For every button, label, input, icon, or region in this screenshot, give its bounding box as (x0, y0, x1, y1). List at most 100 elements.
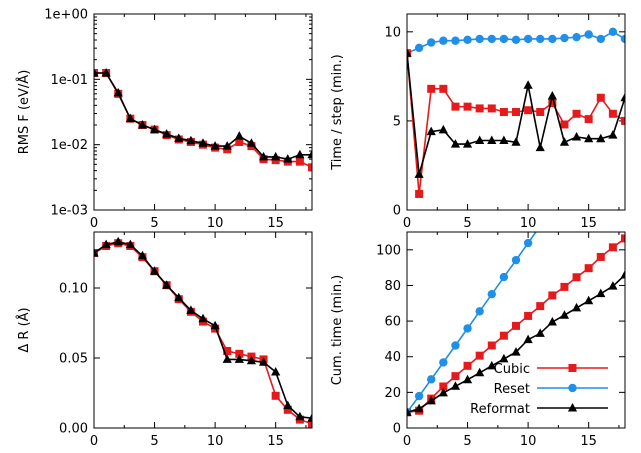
time-reset-point (523, 34, 533, 44)
time-cubic-point (621, 116, 625, 125)
dr-reformat-point (222, 354, 232, 363)
time-reformat-point (426, 126, 436, 136)
rms-reformat-point (295, 149, 305, 159)
rms-reformat-point (246, 138, 257, 147)
cum-cubic-point (572, 273, 581, 282)
cum-frame (406, 231, 626, 429)
cum-cubic-point (439, 382, 448, 391)
rms-reformat-point (271, 151, 281, 161)
dr-cubic-point (235, 349, 244, 358)
dr-reformat-point (101, 239, 111, 249)
rms-ytick-label: 1e-03 (50, 204, 88, 219)
cum-reformat-point (475, 367, 485, 377)
cum-reformat-point (559, 310, 570, 319)
cum-cubic-point (512, 321, 520, 330)
rms-reformat-point (283, 154, 293, 163)
time-cubic-point (499, 108, 508, 116)
dr-reformat-point (198, 313, 208, 323)
time-xtick-label: 0 (403, 216, 411, 231)
cum-reformat-point (547, 316, 557, 326)
dr-reformat-point (234, 354, 244, 363)
cum-ytick-label: 100 (376, 243, 401, 258)
time-reformat-point (571, 131, 582, 141)
rms-reformat-point (234, 131, 244, 140)
rms-cubic-point (308, 163, 312, 172)
time-reformat-point (596, 133, 606, 143)
time-reset-point (584, 30, 593, 39)
dr-reformat-point (283, 400, 293, 410)
cum-reformat-point (407, 407, 412, 416)
cum-cubic-point (548, 291, 557, 300)
legend-marker-reformat (567, 403, 578, 412)
cum-ytick-label: 80 (384, 279, 401, 294)
time-panel: 0 5 10 0 5 10 15 Time / step (min.) (330, 13, 626, 231)
dr-reformat-point (125, 239, 135, 249)
time-reformat-point (559, 137, 570, 146)
dr-reformat-point (210, 320, 220, 330)
time-reformat-point (462, 139, 473, 148)
rms-reformat-point (258, 151, 269, 161)
cum-plot-area (407, 232, 625, 417)
cum-reformat-point (450, 381, 461, 390)
cum-cubic-point (475, 351, 484, 360)
cum-panel: 0 20 40 60 80 100 0 5 10 15 Cum. time (min.) (330, 231, 626, 449)
cum-xtick-label: 15 (580, 434, 597, 449)
rms-ytick-label: 1e+00 (44, 8, 88, 23)
dr-frame (93, 231, 313, 429)
cum-cubic-point (596, 252, 605, 261)
time-cubic-point (608, 109, 617, 118)
cum-reset-point (487, 289, 496, 299)
time-cubic-line (407, 53, 625, 195)
time-cubic-point (463, 102, 472, 111)
rms-plot-area (94, 68, 312, 172)
dr-cubic-point (308, 419, 312, 428)
rms-reformat-point (137, 119, 148, 129)
cum-cubic-point (463, 361, 472, 370)
rms-ytick-label: 1e-01 (50, 73, 88, 88)
time-cubic-point (451, 102, 460, 111)
rms-reformat-point (94, 68, 99, 77)
cum-reformat-point (571, 302, 582, 312)
time-cubic-point (475, 104, 484, 113)
rms-reformat-point (125, 113, 135, 123)
time-reset-point (620, 34, 625, 44)
dr-reformat-point (137, 250, 148, 260)
cum-reformat-point (487, 360, 497, 370)
dr-ytick-label: 0.10 (59, 282, 88, 297)
cum-reformat-point (511, 347, 521, 356)
time-reformat-point (620, 92, 625, 102)
cum-cubic-point (499, 331, 508, 340)
rms-panel: 1e-03 1e-02 1e-01 1e+00 0 5 10 15 RMS F (eV/Å) (16, 8, 313, 231)
time-ytick-label: 10 (384, 25, 401, 40)
cum-reset-point (523, 238, 533, 248)
time-reset-point (439, 36, 448, 45)
rms-xtick-label: 15 (267, 216, 284, 231)
time-reformat-point (438, 124, 448, 134)
dr-reformat-point (149, 266, 160, 275)
cum-reset-point (451, 341, 460, 350)
dr-reformat-point (186, 305, 196, 314)
cum-reformat-point (596, 288, 606, 298)
time-cubic-point (584, 115, 593, 124)
time-cubic-point (572, 109, 581, 118)
time-reformat-point (407, 48, 412, 57)
cum-reformat-point (414, 403, 424, 413)
cum-reset-point (499, 272, 509, 282)
time-cubic-point (524, 106, 533, 115)
cum-reformat-point (523, 334, 533, 344)
time-reset-point (487, 34, 496, 44)
cum-reset-point (414, 391, 424, 401)
cum-xtick-label: 5 (463, 434, 471, 449)
time-reformat-point (499, 135, 509, 145)
legend-label-cubic: Cubic (494, 362, 530, 377)
dr-reformat-point (295, 411, 305, 421)
rms-reformat-point (210, 141, 220, 150)
cum-cubic-point (560, 282, 569, 291)
cum-ytick-label: 20 (384, 386, 401, 401)
cum-cubic-point (524, 311, 533, 320)
time-reset-point (560, 33, 569, 43)
dr-ytick-label: 0.00 (59, 422, 88, 437)
time-reformat-point (511, 137, 521, 146)
dr-reformat-point (246, 355, 257, 365)
dr-xtick-label: 5 (150, 434, 158, 449)
